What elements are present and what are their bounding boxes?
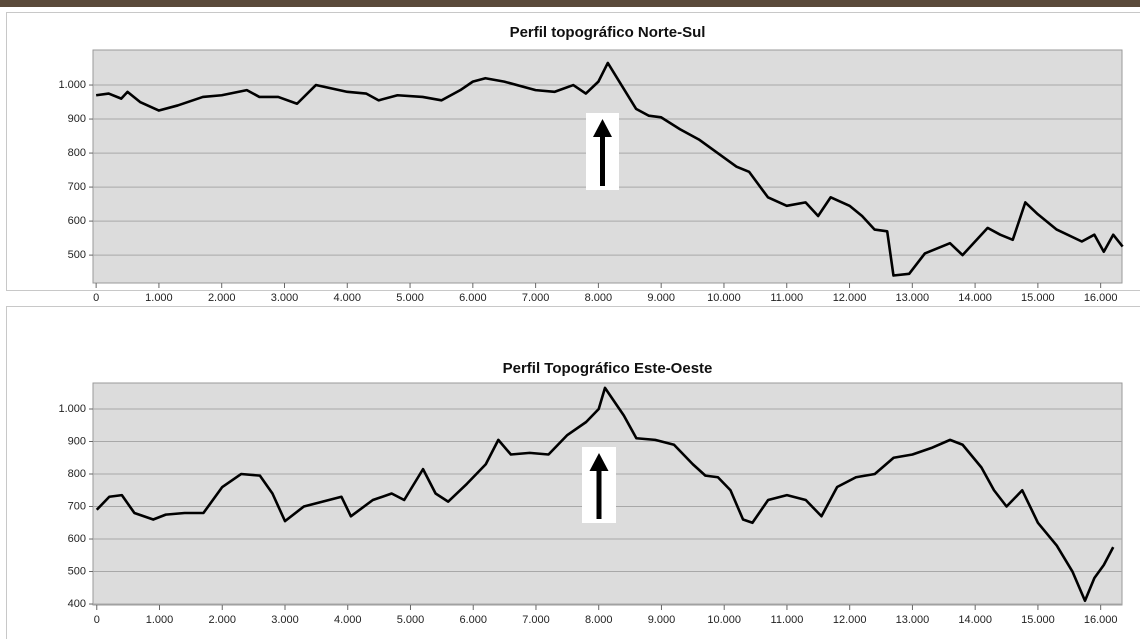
x-tick-label: 16.000 — [1084, 614, 1118, 626]
x-tick-label: 8.000 — [585, 614, 613, 626]
y-tick-label: 900 — [68, 435, 86, 447]
y-tick-label: 600 — [68, 533, 86, 545]
y-tick-label: 500 — [68, 249, 86, 261]
chart-title: Perfil topográfico Norte-Sul — [510, 24, 706, 41]
y-tick-label: 700 — [68, 500, 86, 512]
x-tick-label: 15.000 — [1021, 292, 1055, 304]
x-tick-label: 10.000 — [707, 292, 741, 304]
x-tick-label: 0 — [93, 292, 99, 304]
y-tick-label: 600 — [68, 215, 86, 227]
x-tick-label: 15.000 — [1021, 614, 1055, 626]
arrow-annotation — [582, 447, 616, 523]
x-tick-label: 5.000 — [396, 292, 424, 304]
y-tick-label: 400 — [68, 598, 86, 610]
x-tick-label: 10.000 — [707, 614, 741, 626]
x-tick-label: 1.000 — [146, 614, 174, 626]
x-tick-label: 14.000 — [958, 614, 992, 626]
profile-line — [95, 61, 1124, 277]
x-tick-label: 13.000 — [895, 292, 929, 304]
x-tick-label: 0 — [94, 614, 100, 626]
x-tick-label: 1.000 — [145, 292, 173, 304]
y-tick-label: 800 — [68, 468, 86, 480]
x-tick-label: 2.000 — [208, 292, 236, 304]
x-tick-label: 6.000 — [459, 292, 487, 304]
profile-line — [95, 386, 1115, 603]
x-tick-label: 12.000 — [833, 292, 867, 304]
x-tick-label: 5.000 — [397, 614, 425, 626]
x-tick-label: 13.000 — [896, 614, 930, 626]
x-tick-label: 9.000 — [647, 292, 675, 304]
arrow-annotation — [586, 113, 619, 190]
arrow-head — [593, 119, 612, 137]
photo-strip — [0, 0, 1140, 7]
x-tick-label: 11.000 — [771, 614, 804, 626]
x-tick-label: 3.000 — [271, 292, 299, 304]
x-tick-label: 9.000 — [648, 614, 676, 626]
x-tick-label: 14.000 — [958, 292, 992, 304]
x-tick-label: 11.000 — [770, 292, 803, 304]
x-tick-label: 2.000 — [208, 614, 236, 626]
arrow-head — [589, 453, 609, 471]
x-tick-label: 16.000 — [1084, 292, 1118, 304]
x-tick-label: 4.000 — [334, 292, 362, 304]
x-tick-label: 7.000 — [522, 614, 550, 626]
y-tick-label: 700 — [68, 181, 86, 193]
x-tick-label: 6.000 — [459, 614, 487, 626]
y-tick-label: 800 — [68, 147, 86, 159]
x-tick-label: 12.000 — [833, 614, 867, 626]
x-tick-label: 7.000 — [522, 292, 550, 304]
y-tick-label: 500 — [68, 565, 86, 577]
x-tick-label: 4.000 — [334, 614, 362, 626]
x-tick-label: 8.000 — [585, 292, 613, 304]
chart-title: Perfil Topográfico Este-Oeste — [503, 360, 713, 377]
x-tick-label: 3.000 — [271, 614, 299, 626]
y-tick-label: 900 — [68, 113, 86, 125]
y-tick-label: 1.000 — [58, 403, 86, 415]
y-tick-label: 1.000 — [58, 79, 86, 91]
